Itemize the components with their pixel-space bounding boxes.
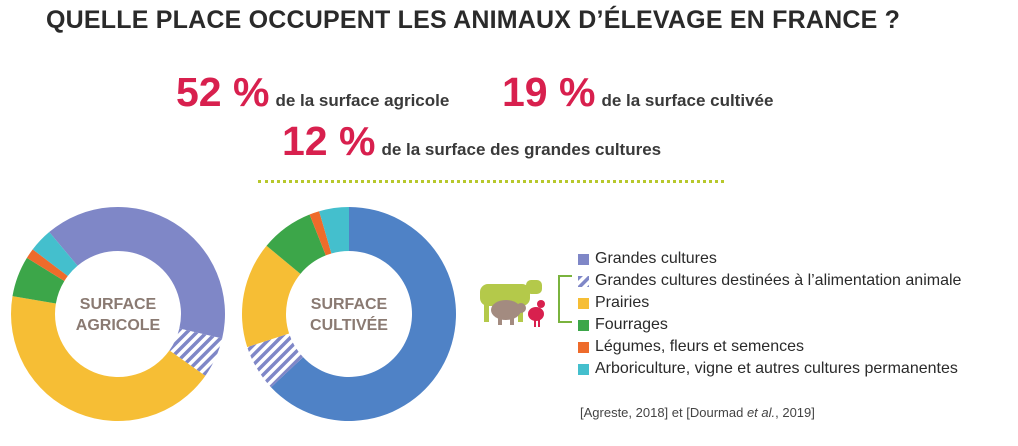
source-part2: , 2019] — [775, 405, 815, 420]
legend-item: Fourrages — [578, 314, 961, 336]
source-italic: et al. — [746, 405, 776, 420]
legend-bracket — [558, 275, 572, 323]
chart-label-line2: CULTIVÉE — [310, 315, 388, 334]
slice-grandes-cultures-alimentation — [247, 333, 304, 388]
chart-label-line1: SURFACE — [80, 296, 157, 313]
stat-label: de la surface cultivée — [601, 91, 774, 110]
cow-icon — [480, 280, 542, 322]
legend-label: Légumes, fleurs et semences — [595, 338, 804, 355]
legend-swatch — [578, 363, 589, 375]
legend-item: Prairies — [578, 292, 961, 314]
slice-arboriculture — [32, 232, 78, 276]
chicken-icon — [528, 300, 545, 327]
donut-charts: SURFACE AGRICOLE SURFACE CULTIVÉE — [10, 207, 456, 421]
slice-fourrages — [266, 214, 326, 274]
slice-arboriculture — [319, 207, 349, 254]
legend-item: Arboriculture, vigne et autres cultures … — [578, 358, 961, 380]
legend-item: Grandes cultures — [578, 248, 961, 270]
legend-label: Fourrages — [595, 316, 668, 333]
page-title: QUELLE PLACE OCCUPENT LES ANIMAUX D’ÉLEV… — [46, 6, 901, 34]
dotted-divider — [258, 180, 724, 183]
legend-swatch — [578, 297, 589, 309]
legend-swatch — [578, 341, 589, 353]
stat-surface-agricole: 52 % de la surface agricole — [176, 72, 449, 113]
legend-swatch-hatched — [578, 275, 589, 287]
stat-label: de la surface des grandes cultures — [381, 140, 662, 159]
slice-prairies — [241, 245, 301, 348]
slice-grandes-cultures — [271, 207, 456, 421]
source-citation: [Agreste, 2018] et [Dourmad et al., 2019… — [580, 405, 815, 420]
legend-label: Grandes cultures — [595, 250, 717, 267]
legend-swatch — [578, 319, 589, 331]
legend-item: Légumes, fleurs et semences — [578, 336, 961, 358]
chart-label-line2: AGRICOLE — [76, 317, 161, 334]
stat-value: 12 % — [282, 118, 376, 164]
stat-label: de la surface agricole — [275, 91, 450, 110]
stat-surface-cultivee: 19 % de la surface cultivée — [502, 72, 773, 113]
legend-label: Arboriculture, vigne et autres cultures … — [595, 360, 958, 377]
slice-grandes-cultures — [49, 207, 225, 339]
chart-label-line1: SURFACE — [311, 296, 388, 313]
donut-chart-surface-cultivee — [241, 207, 456, 421]
donut-chart-surface-agricole — [10, 207, 225, 421]
legend-swatch — [578, 253, 589, 265]
pig-icon — [491, 300, 526, 325]
source-part1: [Agreste, 2018] et [Dourmad — [580, 405, 747, 420]
legend-label: Prairies — [595, 294, 650, 311]
slice-grandes-cultures-alimentation — [169, 328, 223, 376]
stat-value: 52 % — [176, 69, 270, 115]
livestock-icon — [480, 280, 545, 327]
slice-fourrages — [12, 257, 65, 304]
slice-prairies — [10, 296, 206, 421]
stat-grandes-cultures: 12 % de la surface des grandes cultures — [282, 121, 661, 162]
stat-value: 19 % — [502, 69, 596, 115]
slice-legumes — [26, 249, 68, 281]
legend: Grandes cultures Grandes cultures destin… — [578, 248, 961, 380]
legend-item: Grandes cultures destinées à l’alimentat… — [578, 270, 961, 292]
legend-label: Grandes cultures destinées à l’alimentat… — [595, 272, 962, 289]
slice-legumes — [309, 211, 332, 256]
